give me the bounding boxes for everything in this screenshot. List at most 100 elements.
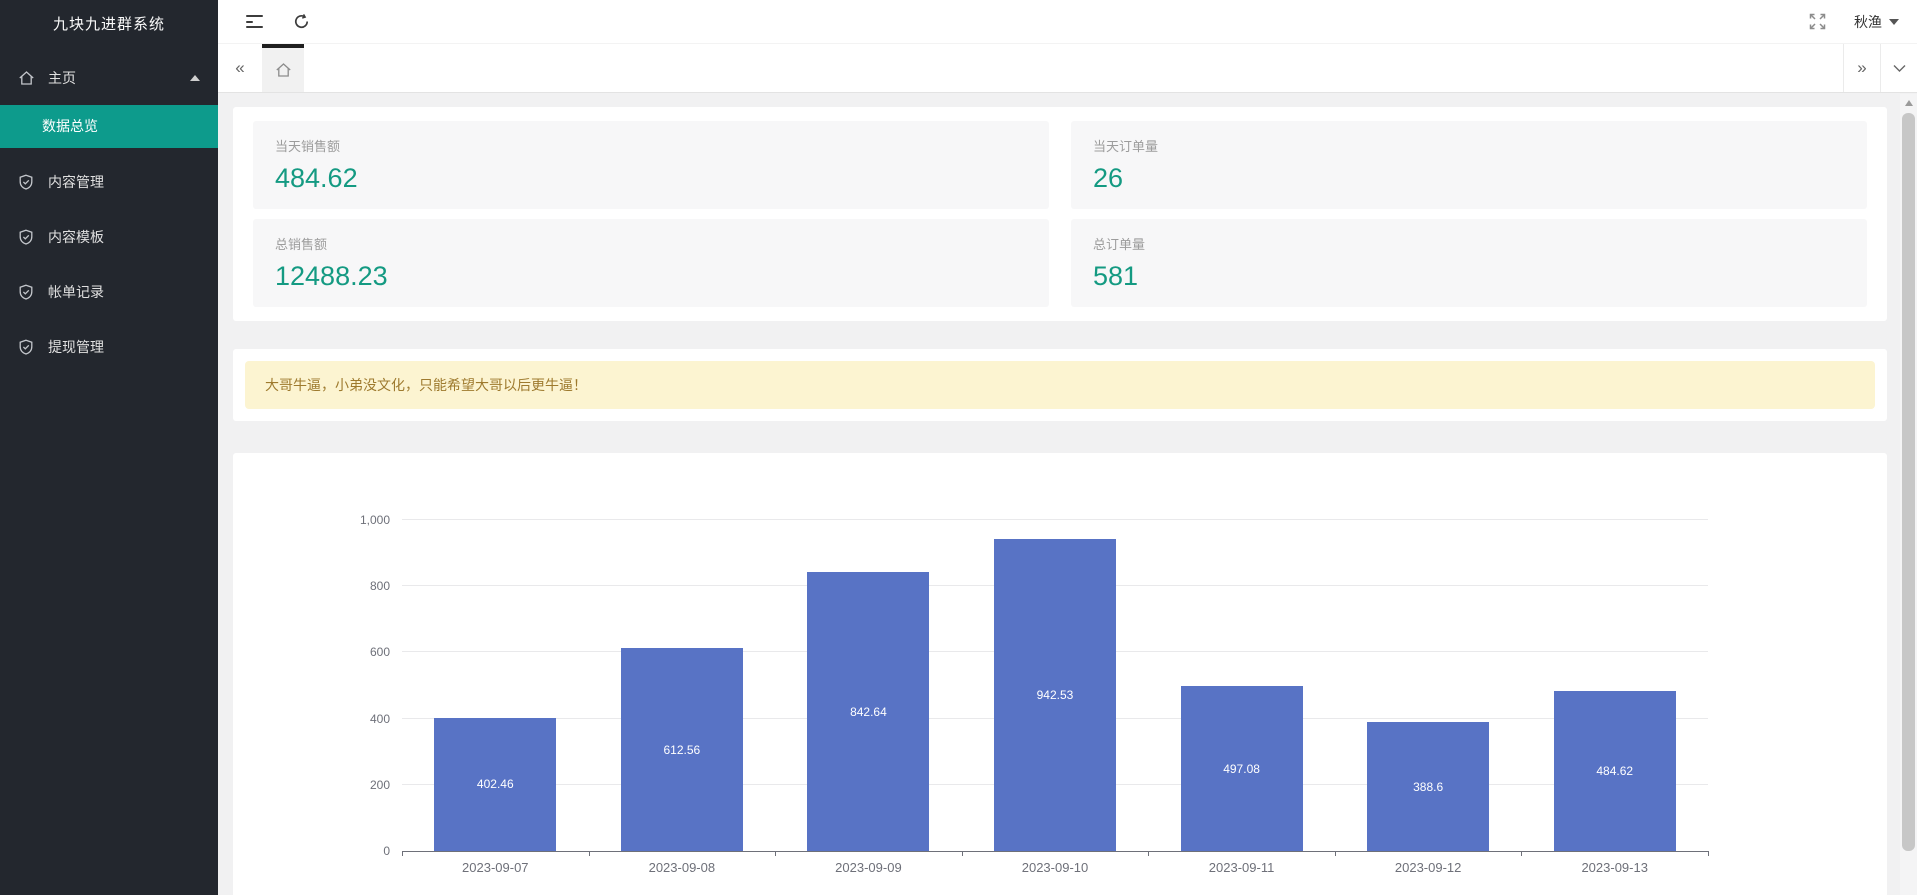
stat-value: 484.62 (275, 163, 358, 193)
scroll-up-icon[interactable] (1904, 100, 1913, 106)
vertical-scrollbar[interactable] (1900, 94, 1917, 895)
sidebar-item-4[interactable]: 提现管理 (0, 319, 218, 374)
sidebar-item-label: 提现管理 (48, 338, 104, 355)
tab-more-icon[interactable] (1880, 44, 1917, 92)
shield-check-icon (18, 283, 36, 300)
bar-value-label: 497.08 (1223, 761, 1260, 776)
notice-card: 大哥牛逼，小弟没文化，只能希望大哥以后更牛逼！ (233, 349, 1887, 421)
bar-value-label: 842.64 (850, 704, 887, 719)
refresh-icon[interactable] (293, 13, 310, 30)
user-menu[interactable]: 秋渔 (1854, 12, 1899, 32)
menu-toggle-icon[interactable] (246, 15, 263, 28)
x-axis-label: 2023-09-08 (648, 860, 716, 875)
x-axis-tick (588, 851, 590, 856)
sidebar-item-label: 帐单记录 (48, 283, 104, 300)
scrollbar-thumb[interactable] (1902, 113, 1915, 851)
bar-2023-09-07[interactable]: 402.46 (434, 717, 557, 851)
x-axis-label: 2023-09-10 (1021, 860, 1089, 875)
user-caret-icon (1889, 18, 1899, 25)
x-axis-label: 2023-09-13 (1581, 860, 1648, 875)
bar-slot: 388.6 (1335, 521, 1522, 851)
stats-card: 当天销售额 484.62 当天订单量 26 总销售额 12488.23 总订单量 581 (233, 107, 1887, 321)
bar-2023-09-12[interactable]: 388.6 (1367, 722, 1490, 851)
bar-slot: 942.53 (962, 521, 1149, 851)
bar-slot: 402.46 (402, 521, 589, 851)
sidebar: 九块九进群系统 主页数据总览内容管理内容模板帐单记录提现管理 (0, 0, 218, 895)
x-axis-tick (1521, 851, 1523, 856)
x-axis-tick (1708, 851, 1709, 856)
x-axis-tick (1334, 851, 1336, 856)
header-right: 秋渔 (1809, 12, 1899, 32)
y-axis-label: 800 (369, 579, 390, 594)
tab-bar: « » (218, 44, 1917, 93)
x-axis-label: 2023-09-09 (835, 860, 902, 875)
y-axis-label: 200 (369, 777, 390, 792)
tabbar-controls: » (1843, 44, 1917, 92)
main-area: 秋渔 « » 当天销售额 484.62 当天订单量 26 总销售额 12488.23 总订单… (218, 0, 1917, 895)
x-axis-label: 2023-09-07 (462, 860, 529, 875)
bar-2023-09-09[interactable]: 842.64 (807, 572, 930, 851)
sidebar-item-label: 主页 (48, 69, 76, 86)
stat-label: 总订单量 (1093, 237, 1146, 252)
tab-next-icon[interactable]: » (1843, 44, 1880, 92)
stat-box-3: 总订单量 581 (1071, 219, 1867, 307)
y-axis-label: 0 (383, 844, 390, 858)
stat-value: 581 (1093, 261, 1139, 291)
collapse-arrow-icon (190, 74, 200, 81)
sidebar-nav: 主页数据总览内容管理内容模板帐单记录提现管理 (0, 50, 218, 374)
bar-2023-09-11[interactable]: 497.08 (1180, 686, 1303, 851)
sidebar-item-3[interactable]: 帐单记录 (0, 264, 218, 319)
bar-value-label: 612.56 (663, 742, 701, 757)
stat-value: 26 (1093, 163, 1124, 193)
bar-2023-09-08[interactable]: 612.56 (620, 648, 743, 851)
stat-value: 12488.23 (275, 261, 388, 291)
y-axis-label: 600 (369, 645, 390, 660)
sidebar-item-label: 内容模板 (48, 228, 104, 245)
bar-2023-09-13[interactable]: 484.62 (1553, 690, 1676, 851)
shield-check-icon (18, 338, 36, 355)
fullscreen-icon[interactable] (1809, 13, 1826, 30)
tab-prev-icon[interactable]: « (235, 58, 245, 77)
stat-label: 当天订单量 (1093, 139, 1159, 154)
y-axis-label: 1,000 (359, 513, 390, 527)
sidebar-submenu: 数据总览 (0, 105, 218, 148)
stat-box-2: 总销售额 12488.23 (253, 219, 1049, 307)
bar-value-label: 388.6 (1413, 779, 1444, 794)
x-axis-tick (775, 851, 777, 856)
y-axis-label: 400 (369, 711, 390, 726)
x-axis-tick (1148, 851, 1150, 856)
x-axis-tick (402, 851, 403, 856)
shield-check-icon (18, 173, 36, 190)
sidebar-item-0[interactable]: 主页 (0, 50, 218, 105)
x-axis-label: 2023-09-11 (1208, 860, 1275, 875)
stat-label: 总销售额 (275, 237, 328, 252)
sidebar-item-2[interactable]: 内容模板 (0, 209, 218, 264)
x-axis-label: 2023-09-12 (1394, 860, 1462, 875)
x-axis-tick (961, 851, 963, 856)
bar-value-label: 942.53 (1036, 688, 1074, 703)
notice-banner: 大哥牛逼，小弟没文化，只能希望大哥以后更牛逼！ (245, 361, 1875, 409)
sidebar-subitem-数据总览[interactable]: 数据总览 (0, 105, 218, 148)
bar-slot: 497.08 (1148, 521, 1335, 851)
bar-slot: 612.56 (589, 521, 776, 851)
bar-value-label: 402.46 (476, 777, 514, 792)
bar-value-label: 484.62 (1596, 763, 1634, 778)
shield-check-icon (18, 228, 36, 245)
gridline (402, 519, 1708, 520)
home-icon (18, 69, 36, 86)
bar-slot: 842.64 (775, 521, 962, 851)
stat-box-1: 当天订单量 26 (1071, 121, 1867, 209)
tab-home[interactable] (262, 44, 304, 92)
chart-plot-area: 0 200 400 600 800 1,000 402.46 2023-09-07 612.56… (360, 513, 1709, 875)
app-title: 九块九进群系统 (52, 16, 165, 33)
sidebar-item-1[interactable]: 内容管理 (0, 154, 218, 209)
sidebar-group: 内容管理内容模板帐单记录提现管理 (0, 148, 218, 374)
bar-slot: 484.62 (1521, 521, 1708, 851)
bar-2023-09-10[interactable]: 942.53 (993, 539, 1116, 851)
user-name: 秋渔 (1854, 13, 1882, 30)
content-area: 当天销售额 484.62 当天订单量 26 总销售额 12488.23 总订单量 581 大哥… (218, 93, 1917, 895)
stat-box-0: 当天销售额 484.62 (253, 121, 1049, 209)
stat-label: 当天销售额 (275, 139, 341, 154)
top-header: 秋渔 (218, 0, 1917, 44)
sidebar-item-label: 内容管理 (48, 173, 104, 190)
